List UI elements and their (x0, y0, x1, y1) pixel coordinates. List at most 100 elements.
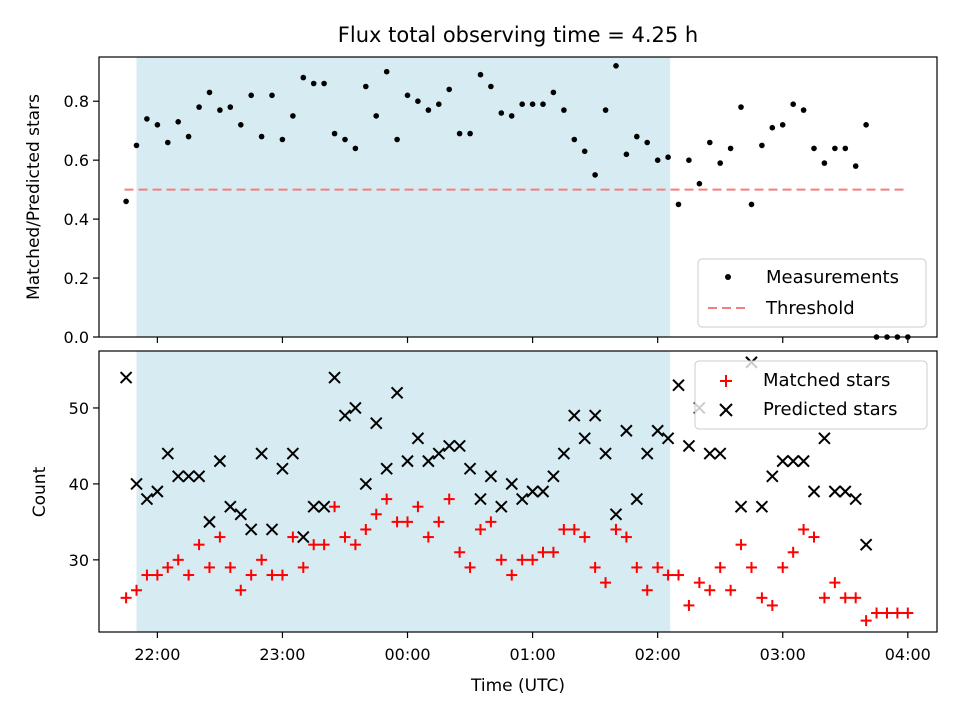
measurement-point (352, 145, 359, 152)
measurement-point (415, 98, 421, 104)
predicted-star-point (317, 500, 331, 513)
matched-star-point (266, 569, 278, 581)
legend-matched-marker (720, 375, 732, 387)
predicted-star-point (630, 492, 644, 506)
chart-title: Flux total observing time = 4.25 h (338, 23, 698, 47)
matched-star-point (381, 493, 393, 505)
top-y-tick-label: 0.6 (64, 151, 89, 170)
predicted-star-point (203, 515, 216, 529)
x-tick-label: 22:00 (134, 645, 180, 664)
measurement-point (717, 160, 723, 166)
matched-star-point (245, 569, 257, 581)
matched-star-point (256, 554, 268, 566)
matched-star-point (745, 561, 757, 573)
matched-star-point (339, 531, 351, 543)
matched-star-point (673, 569, 685, 581)
predicted-star-point (119, 371, 133, 384)
top-y-tick-label: 0.0 (64, 328, 89, 347)
measurement-point (217, 107, 223, 113)
predicted-star-point (453, 439, 466, 453)
measurement-point (446, 86, 453, 93)
matched-star-point (693, 577, 705, 589)
predicted-star-point (515, 492, 529, 506)
measurement-point (675, 201, 682, 208)
matched-star-point (443, 493, 455, 505)
predicted-star-point (505, 477, 518, 491)
predicted-star-point (786, 454, 800, 468)
measurement-point (832, 145, 838, 152)
measurement-point (519, 101, 525, 107)
top-observing-span (136, 57, 671, 337)
measurement-point (665, 154, 671, 160)
bottom-observing-span (136, 351, 671, 632)
matched-star-point (766, 599, 778, 611)
predicted-star-point (255, 447, 268, 460)
matched-star-point (839, 592, 851, 604)
measurement-point (738, 104, 744, 110)
matched-star-point (329, 501, 341, 513)
matched-star-point (370, 508, 382, 520)
predicted-star-point (818, 432, 831, 445)
top-y-tick-label: 0.2 (64, 269, 89, 288)
predicted-star-point (484, 470, 498, 483)
predicted-star-point (244, 523, 258, 536)
top-y-axis-label: Matched/Predicted stars (24, 94, 44, 300)
measurement-point (769, 124, 776, 131)
matched-star-point (360, 523, 372, 535)
matched-star-point (151, 569, 163, 581)
matched-star-point (798, 523, 810, 535)
measurement-point (550, 89, 557, 96)
matched-star-point (308, 539, 320, 551)
predicted-star-point (713, 447, 727, 460)
matched-star-point (610, 523, 622, 535)
bottom-x-ticks: 22:00 23:00 00:00 01:00 02:00 03:00 04:00 (134, 632, 931, 664)
predicted-star-point (547, 470, 560, 483)
predicted-star-point (609, 508, 623, 521)
measurement-point (300, 74, 307, 81)
measurement-point (310, 80, 317, 87)
measurement-point (425, 107, 432, 113)
measurement-point (467, 130, 473, 137)
matched-star-point (808, 531, 820, 543)
predicted-star-point (265, 523, 279, 536)
measurement-point (144, 116, 150, 122)
predicted-star-point (161, 447, 174, 460)
legend-threshold-label: Threshold (765, 298, 855, 319)
matched-star-point (756, 592, 768, 604)
matched-star-point (203, 561, 215, 573)
measurement-point (154, 122, 161, 128)
matched-stars-points (120, 493, 914, 627)
legend-predicted-label: Predicted stars (763, 399, 897, 420)
predicted-star-point (401, 454, 414, 468)
legend-predicted-marker (719, 403, 733, 417)
predicted-star-point (495, 500, 508, 513)
matched-star-point (276, 569, 288, 581)
measurement-point (623, 151, 630, 158)
predicted-star-point (422, 454, 435, 468)
measurement-point (290, 113, 296, 119)
measurement-point (571, 136, 578, 143)
predicted-star-point (641, 447, 654, 460)
measurement-point (654, 157, 661, 163)
bottom-plot-frame (98, 350, 938, 633)
predicted-star-point (432, 447, 445, 460)
matched-star-point (495, 554, 507, 566)
measurement-point (759, 142, 765, 149)
matched-star-point (527, 554, 539, 566)
x-tick-label: 04:00 (885, 645, 931, 664)
predicted-star-point (703, 447, 716, 460)
measurement-point (175, 119, 181, 125)
measurement-point (206, 89, 213, 96)
measurement-points (123, 63, 911, 340)
measurement-point (508, 113, 515, 119)
predicted-star-point (620, 424, 633, 437)
matched-star-point (558, 523, 570, 535)
bottom-y-tick-label: 50 (69, 399, 89, 418)
matched-star-point (537, 546, 549, 558)
predicted-star-point (286, 447, 300, 460)
predicted-star-point (568, 409, 581, 422)
matched-star-point (422, 531, 434, 543)
bottom-y-tick-label: 40 (69, 475, 89, 494)
predicted-star-point (328, 371, 341, 384)
